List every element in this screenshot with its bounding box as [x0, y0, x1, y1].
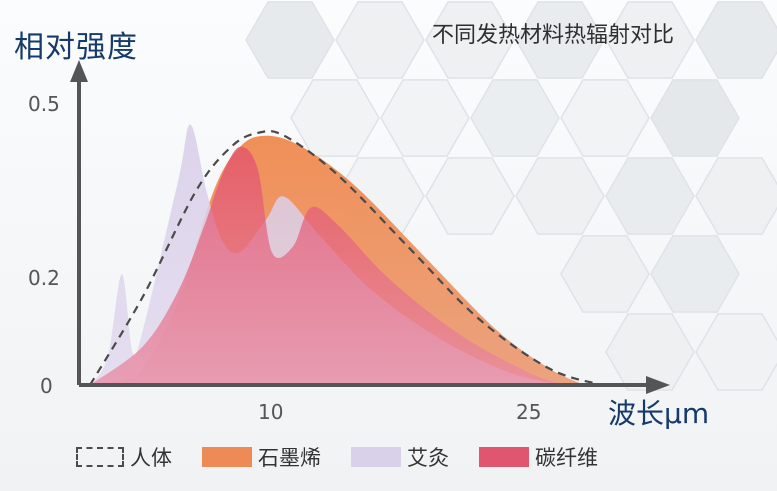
legend: 人体 石墨烯 艾灸 碳纤维: [76, 442, 628, 472]
legend-item-graphene: 石墨烯: [202, 442, 321, 472]
background-hexagon: [515, 157, 605, 235]
background-hexagon: [245, 1, 335, 79]
background-hexagon: [605, 157, 695, 235]
series-human-line: [89, 129, 603, 387]
background-hexagon: [290, 79, 380, 157]
x-axis-title: 波长μm: [608, 397, 710, 430]
y-tick-0.2: 0.2: [28, 266, 60, 290]
legend-item-human: 人体: [76, 442, 172, 472]
chart-title: 不同发热材料热辐射对比: [432, 23, 675, 48]
legend-swatch-carbon: [479, 447, 529, 467]
series-carbon-fiber-area: [90, 146, 567, 385]
background-hexagon: [560, 235, 650, 313]
legend-item-moxa: 艾灸: [351, 442, 449, 472]
background-hexagon: [695, 1, 777, 79]
legend-label-human: 人体: [130, 446, 172, 470]
legend-swatch-human: [76, 447, 124, 467]
legend-label-graphene: 石墨烯: [258, 446, 321, 470]
background-hexagon: [380, 79, 470, 157]
background-hexagon: [560, 79, 650, 157]
background-hexagon: [335, 1, 425, 79]
x-tick-25: 25: [516, 400, 542, 424]
x-tick-10: 10: [258, 400, 284, 424]
background-hexagon: [695, 157, 777, 235]
legend-label-moxa: 艾灸: [407, 446, 449, 470]
y-axis-arrow: [70, 60, 88, 82]
x-axis-arrow: [646, 376, 670, 394]
y-tick-0.5: 0.5: [28, 92, 60, 116]
background-hexagon: [515, 1, 605, 79]
y-tick-0: 0: [40, 374, 53, 398]
legend-swatch-moxa: [351, 447, 401, 467]
background-hexagon: [425, 1, 515, 79]
y-axis-title: 相对强度: [14, 30, 138, 65]
background-hexagon: [650, 79, 740, 157]
background-hexagon: [605, 313, 695, 391]
legend-label-carbon: 碳纤维: [535, 446, 598, 470]
background-hexagon: [605, 1, 695, 79]
legend-item-carbon: 碳纤维: [479, 442, 598, 472]
background-hexagon: [695, 313, 777, 391]
background-hexagon: [650, 235, 740, 313]
legend-swatch-graphene: [202, 447, 252, 467]
background-hexagon: [425, 157, 515, 235]
axes: [70, 60, 670, 394]
background-hexagon: [470, 79, 560, 157]
